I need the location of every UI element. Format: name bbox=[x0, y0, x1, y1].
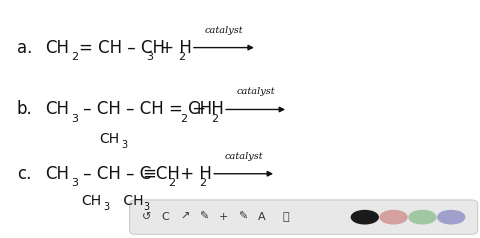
Text: +: + bbox=[218, 212, 228, 222]
Text: + H: + H bbox=[187, 100, 224, 119]
Text: CH: CH bbox=[46, 165, 70, 183]
Text: = CH – CH: = CH – CH bbox=[79, 39, 165, 57]
Text: + H: + H bbox=[175, 165, 212, 183]
Text: CH: CH bbox=[46, 100, 70, 119]
Text: CH: CH bbox=[99, 132, 120, 146]
Text: 2: 2 bbox=[179, 52, 186, 62]
Text: 3: 3 bbox=[103, 202, 109, 212]
Text: 3: 3 bbox=[71, 114, 78, 124]
Text: CH: CH bbox=[82, 194, 102, 208]
Text: CH: CH bbox=[46, 39, 70, 57]
Text: ↗: ↗ bbox=[180, 212, 190, 222]
Text: ⬜: ⬜ bbox=[282, 212, 289, 222]
Text: ↺: ↺ bbox=[142, 212, 151, 222]
Text: – CH – CH = CH: – CH – CH = CH bbox=[78, 100, 212, 119]
Text: 3: 3 bbox=[146, 52, 154, 62]
Text: CH: CH bbox=[119, 194, 144, 208]
Text: + H: + H bbox=[155, 39, 192, 57]
Text: 2: 2 bbox=[71, 52, 78, 62]
Text: a.: a. bbox=[17, 39, 32, 57]
FancyBboxPatch shape bbox=[130, 200, 478, 234]
Circle shape bbox=[409, 211, 436, 224]
Circle shape bbox=[351, 211, 378, 224]
Text: – CH – C: – CH – C bbox=[78, 165, 151, 183]
Text: 3: 3 bbox=[71, 178, 78, 188]
Text: catalyst: catalyst bbox=[224, 152, 263, 161]
Text: 3: 3 bbox=[121, 140, 127, 150]
Text: C: C bbox=[162, 212, 169, 222]
Text: ≡CH: ≡CH bbox=[142, 165, 180, 183]
Text: 2: 2 bbox=[168, 178, 175, 188]
Circle shape bbox=[438, 211, 465, 224]
Text: 3: 3 bbox=[143, 202, 149, 212]
Text: ✎: ✎ bbox=[199, 212, 209, 222]
Text: 2: 2 bbox=[211, 114, 218, 124]
Text: 2: 2 bbox=[180, 114, 187, 124]
Text: c.: c. bbox=[17, 165, 31, 183]
Text: A: A bbox=[258, 212, 265, 222]
Text: ✎: ✎ bbox=[238, 212, 247, 222]
Text: b.: b. bbox=[17, 100, 33, 119]
Circle shape bbox=[380, 211, 407, 224]
Text: catalyst: catalyst bbox=[236, 87, 275, 96]
Text: 2: 2 bbox=[199, 178, 206, 188]
Text: catalyst: catalyst bbox=[204, 25, 243, 35]
